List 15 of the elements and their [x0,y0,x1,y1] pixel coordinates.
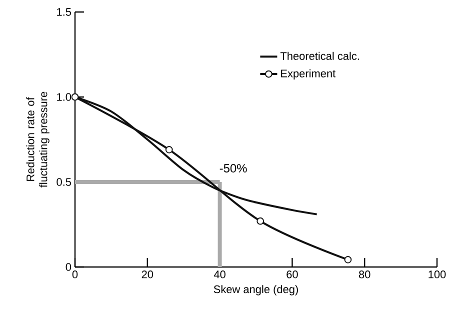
y-axis-title: Reduction rate of fluctuating pressure [26,92,50,188]
legend-label: Experiment [281,69,336,80]
x-tick-label: 60 [286,270,298,278]
y-tick-label: 1.5 [57,8,72,16]
x-tick-label: 40 [214,270,226,278]
y-tick-label: 1.0 [57,93,72,101]
annotation: -50% [220,164,247,172]
x-tick-label: 0 [72,270,78,278]
y-tick-label: 0 [66,263,72,271]
x-tick-label: 100 [428,270,446,278]
x-tick-label: 20 [142,270,154,278]
x-axis-title: Skew angle (deg) [214,285,298,296]
x-tick-label: 80 [358,270,370,278]
legend-label: Theoretical calc. [280,52,359,60]
y-tick-label: 0.5 [56,178,72,186]
